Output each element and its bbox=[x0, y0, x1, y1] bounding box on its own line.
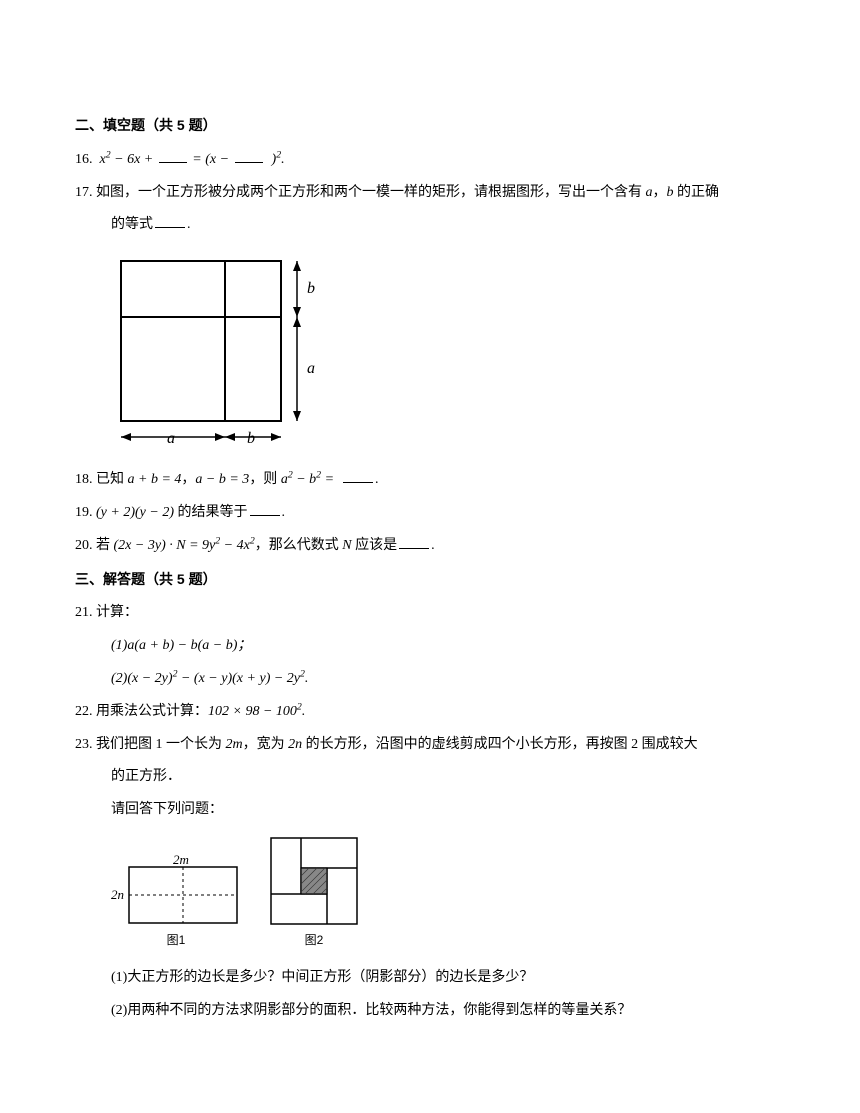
q18-before: 已知 bbox=[96, 472, 128, 487]
q19-expr: (y + 2)(y − 2) bbox=[96, 505, 174, 520]
q17-figure: b a a b bbox=[75, 251, 785, 451]
q21: 21. 计算： bbox=[75, 598, 785, 629]
q20-n: N bbox=[342, 538, 351, 553]
q16-expr2: = (x − bbox=[192, 152, 232, 167]
q18-c1: ， bbox=[181, 472, 195, 487]
q23-fig1-wrap: 2m 2n 图1 bbox=[111, 853, 241, 949]
svg-text:a: a bbox=[167, 430, 175, 447]
q23-fig2-wrap: 图2 bbox=[265, 836, 363, 949]
q17-line2-text: 的等式 bbox=[111, 217, 153, 232]
q17-a: a bbox=[646, 185, 653, 200]
q17-num: 17. bbox=[75, 185, 93, 200]
q20-num: 20. bbox=[75, 538, 93, 553]
svg-text:a: a bbox=[307, 360, 315, 377]
q23-sub1: (1)大正方形的边长是多少？中间正方形（阴影部分）的边长是多少？ bbox=[75, 963, 785, 994]
q21-text: 计算： bbox=[96, 605, 138, 620]
q23-2n: 2n bbox=[288, 737, 302, 752]
q17-text1: 如图，一个正方形被分成两个正方形和两个一模一样的矩形，请根据图形，写出一个含有 bbox=[96, 185, 646, 200]
q17-text2: 的正确 bbox=[674, 185, 720, 200]
section-3-title: 三、解答题（共 5 题） bbox=[75, 564, 785, 595]
q21-sub1: (1)a(a + b) − b(a − b)； bbox=[75, 631, 785, 662]
q17-end: . bbox=[187, 217, 191, 232]
q21-sub2: (2)(x − 2y)2 − (x − y)(x + y) − 2y2. bbox=[75, 664, 785, 695]
q23-line3: 请回答下列问题： bbox=[75, 795, 785, 826]
q16-blank1 bbox=[159, 149, 187, 163]
q18-expr2: a − b = 3 bbox=[195, 472, 249, 487]
q16-blank2 bbox=[235, 149, 263, 163]
q18-mid: ，则 bbox=[249, 472, 281, 487]
q19-end: . bbox=[282, 505, 286, 520]
q17-comma: ， bbox=[653, 185, 667, 200]
q18-num: 18. bbox=[75, 472, 93, 487]
q20-mid: ，那么代数式 bbox=[255, 538, 343, 553]
q23-sub2: (2)用两种不同的方法求阴影部分的面积．比较两种方法，你能得到怎样的等量关系？ bbox=[75, 996, 785, 1027]
q20-blank bbox=[399, 535, 429, 549]
q23-2m: 2m bbox=[226, 737, 243, 752]
q19-blank bbox=[250, 502, 280, 516]
q22: 22. 用乘法公式计算：102 × 98 − 1002. bbox=[75, 697, 785, 728]
section-2-title: 二、填空题（共 5 题） bbox=[75, 110, 785, 141]
q20: 20. 若 (2x − 3y) · N = 9y2 − 4x2，那么代数式 N … bbox=[75, 531, 785, 562]
q23-fig1-caption: 图1 bbox=[167, 932, 186, 949]
q19: 19. (y + 2)(y − 2) 的结果等于. bbox=[75, 498, 785, 529]
q16-num: 16. bbox=[75, 152, 93, 167]
q21-sub2-expr: (2)(x − 2y)2 − (x − y)(x + y) − 2y2. bbox=[111, 671, 308, 686]
q17: 17. 如图，一个正方形被分成两个正方形和两个一模一样的矩形，请根据图形，写出一… bbox=[75, 178, 785, 209]
q23-figures: 2m 2n 图1 bbox=[75, 836, 785, 949]
svg-text:2n: 2n bbox=[111, 887, 124, 902]
q20-after: 应该是 bbox=[352, 538, 398, 553]
q22-num: 22. bbox=[75, 704, 93, 719]
q20-end: . bbox=[431, 538, 435, 553]
q23-p2: ，宽为 bbox=[243, 737, 289, 752]
q16-expr3: )2. bbox=[268, 152, 285, 167]
q16: 16. x2 − 6x + = (x − )2. bbox=[75, 145, 785, 176]
q23-p1: 我们把图 1 一个长为 bbox=[96, 737, 226, 752]
q19-text: 的结果等于 bbox=[174, 505, 248, 520]
q17-blank bbox=[155, 214, 185, 228]
q20-expr: (2x − 3y) · N = 9y2 − 4x2 bbox=[114, 538, 255, 553]
q23-fig2-caption: 图2 bbox=[305, 932, 324, 949]
q18: 18. 已知 a + b = 4，a − b = 3，则 a2 − b2 = . bbox=[75, 465, 785, 496]
q23: 23. 我们把图 1 一个长为 2m，宽为 2n 的长方形，沿图中的虚线剪成四个… bbox=[75, 730, 785, 761]
q17-b: b bbox=[667, 185, 674, 200]
q17-line2: 的等式. bbox=[75, 210, 785, 241]
q23-num: 23. bbox=[75, 737, 93, 752]
q19-num: 19. bbox=[75, 505, 93, 520]
q18-end: . bbox=[375, 472, 379, 487]
q22-expr: 102 × 98 − 1002. bbox=[208, 704, 305, 719]
q18-expr3: a2 − b2 = bbox=[281, 472, 338, 487]
svg-text:2m: 2m bbox=[173, 853, 189, 867]
svg-text:b: b bbox=[247, 430, 255, 447]
svg-text:b: b bbox=[307, 280, 315, 297]
q16-expr1: x2 − 6x + bbox=[100, 152, 157, 167]
q21-sub1-expr: (1)a(a + b) − b(a − b)； bbox=[111, 638, 251, 653]
q23-line2: 的正方形． bbox=[75, 762, 785, 793]
q18-expr1: a + b = 4 bbox=[128, 472, 182, 487]
q23-p3: 的长方形，沿图中的虚线剪成四个小长方形，再按图 2 围成较大 bbox=[302, 737, 698, 752]
q20-before: 若 bbox=[96, 538, 114, 553]
q22-text: 用乘法公式计算： bbox=[96, 704, 208, 719]
q21-num: 21. bbox=[75, 605, 93, 620]
q18-blank bbox=[343, 469, 373, 483]
